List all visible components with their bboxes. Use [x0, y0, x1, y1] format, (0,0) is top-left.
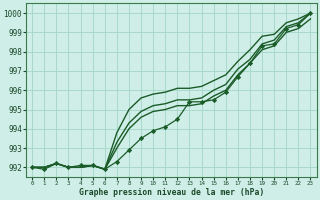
X-axis label: Graphe pression niveau de la mer (hPa): Graphe pression niveau de la mer (hPa)	[79, 188, 264, 197]
